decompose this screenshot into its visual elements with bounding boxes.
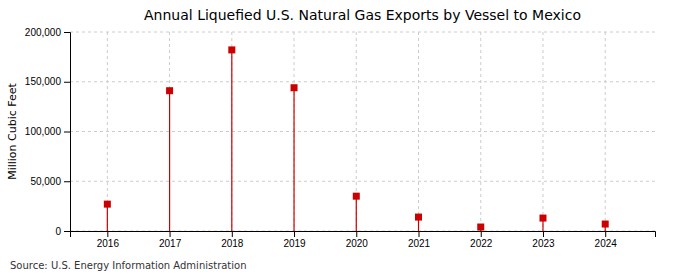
x-tick: 2021 [408,231,431,249]
grid-line [70,32,655,33]
y-tick-label: 100,000 [25,126,62,137]
x-tick-mark [356,231,357,237]
x-tick: 2019 [283,231,306,249]
stem [231,50,232,231]
x-tick: 2018 [221,231,244,249]
marker [353,193,360,200]
grid-line [480,32,481,231]
x-tick-label: 2020 [346,238,369,249]
y-tick-label: 50,000 [30,176,61,187]
y-tick-mark [64,82,70,83]
x-tick-label: 2016 [97,238,120,249]
source: Source: U.S. Energy Information Administ… [10,260,247,271]
y-tick: 100,000 [25,126,70,137]
y-tick-mark [64,32,70,33]
x-tick-label: 2023 [532,238,555,249]
grid-line [70,181,655,182]
grid-line [356,32,357,231]
x-axis-line [71,232,656,238]
stem [293,88,294,231]
marker [415,214,422,221]
grid-line [169,32,170,231]
stem [356,196,357,231]
y-axis-title: Million Cubic Feet [6,82,19,179]
y-tick-label: 0 [55,226,61,237]
x-tick-mark [419,231,420,237]
marks [104,46,609,231]
grid-line [418,32,419,231]
y-tick-mark [64,132,70,133]
y-tick: 0 [55,226,70,237]
marker [539,215,546,222]
grid-line [294,32,295,231]
marker [477,224,484,231]
marker [291,84,298,91]
grid-line [231,32,232,231]
plot: 2016 2017 2018 2019 2020 2021 2022 2023 2024 0 50,… [25,27,656,249]
x-tick-mark [543,231,544,237]
grid [70,32,655,231]
grid-line [70,131,655,132]
x-tick: 2016 [97,231,120,249]
x-tick-mark [605,231,606,237]
marker [602,221,609,228]
x-tick: 2020 [346,231,369,249]
x-tick-mark [294,231,295,237]
y-axis: 0 50,000 100,000 150,000 200,000 [25,27,71,237]
y-axis-line [64,33,71,232]
x-axis: 2016 2017 2018 2019 2020 2021 2022 2023 2024 [71,231,656,249]
x-tick-mark [232,231,233,237]
title: Annual Liquefied U.S. Natural Gas Export… [144,7,581,23]
y-tick-mark [64,181,70,182]
x-tick: 2023 [532,231,555,249]
y-tick: 150,000 [25,76,70,87]
marker [228,46,235,53]
marker [104,201,111,208]
y-tick-mark [64,231,70,232]
x-tick: 2017 [159,231,182,249]
x-tick-label: 2021 [408,238,431,249]
grid-line [542,32,543,231]
x-tick-mark [107,231,108,237]
grid-line [605,32,606,231]
grid-line [70,81,655,82]
x-tick-label: 2019 [283,238,306,249]
stem [169,91,170,231]
y-tick-label: 150,000 [25,76,62,87]
x-tick-label: 2024 [595,238,618,249]
x-tick: 2024 [595,231,618,249]
x-tick-mark [481,231,482,237]
x-tick-label: 2022 [470,238,493,249]
y-tick: 50,000 [30,176,70,187]
x-tick-label: 2017 [159,238,182,249]
marker [166,87,173,94]
y-tick: 200,000 [25,27,70,38]
x-tick: 2022 [470,231,493,249]
y-tick-label: 200,000 [25,27,62,38]
x-tick-mark [170,231,171,237]
x-tick-label: 2018 [221,238,244,249]
stem [107,204,108,231]
chart: 2016 2017 2018 2019 2020 2021 2022 2023 2024 0 50,… [0,0,675,275]
